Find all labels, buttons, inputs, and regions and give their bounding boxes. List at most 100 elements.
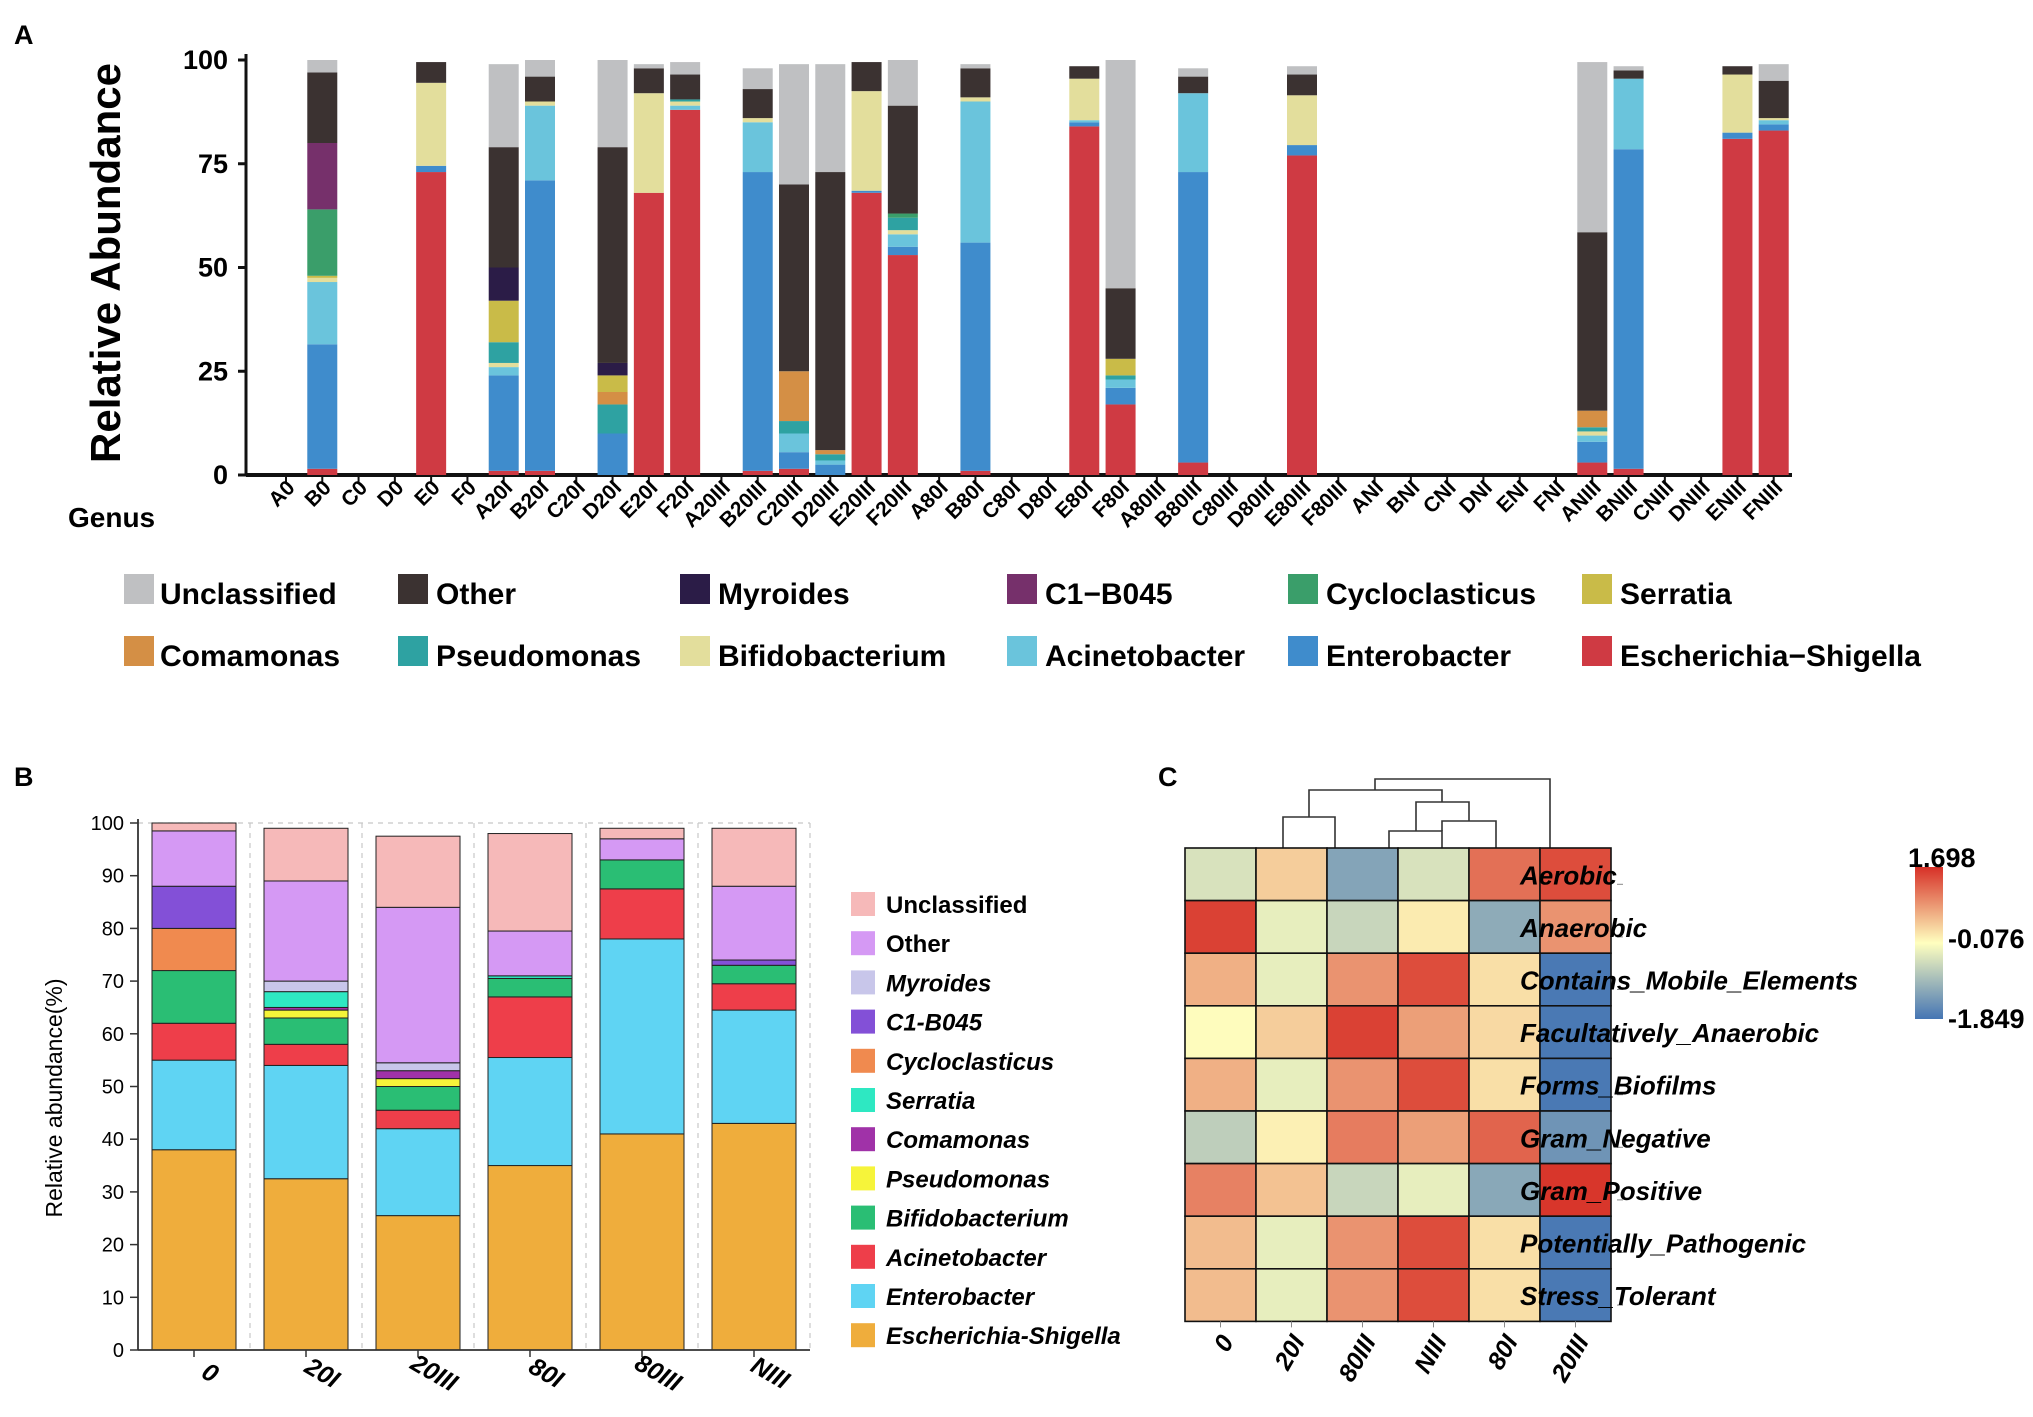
panel-a-x-tick-label: B0 — [301, 476, 336, 511]
panel-b-bar-niii-unclassified — [711, 827, 797, 887]
heatmap-cell-contains-mobile-elements-20i — [1255, 952, 1328, 1007]
panel-c-cells — [1184, 847, 1612, 1323]
panel-a-bar-e20iii-other — [851, 62, 882, 92]
heatmap-cell-gram-positive-0 — [1184, 1162, 1257, 1217]
panel-a-bar-e20iii-escherichia-shigella — [851, 192, 882, 476]
panel-b-bar-80iii-bifidobacterium — [599, 859, 685, 890]
panel-a-bar-b80i-bifidobacterium — [960, 97, 991, 102]
panel-a-bar-b20i-unclassified — [525, 60, 555, 77]
panel-a-bar-e20i-bifidobacterium — [633, 93, 664, 193]
heatmap-cell-stress-tolerant-80i — [1468, 1268, 1541, 1323]
panel-a-bar-d20i-myroides — [597, 362, 628, 376]
panel-b-bar-0-escherichia-shigella — [151, 1149, 237, 1351]
scale-max-label: 1.698 — [1908, 843, 1976, 873]
heatmap-cell-potentially-pathogenic-0 — [1184, 1215, 1257, 1270]
panel-a-legend-swatch-enterobacter — [1288, 636, 1318, 666]
panel-a-bar-d20i-other — [597, 147, 628, 363]
panel-a-bar-f20i-pseudomonas — [670, 99, 701, 102]
panel-b-legend-label-pseudomonas: Pseudomonas — [886, 1166, 1050, 1193]
panel-c-letter: C — [1158, 762, 1178, 792]
panel-a-bar-b20i-enterobacter — [525, 180, 555, 471]
panel-a-bar-b20iii-unclassified — [742, 68, 773, 90]
panel-b-bar-80i-bifidobacterium — [487, 977, 573, 998]
panel-a-bar-bniii-other — [1613, 70, 1644, 79]
panel-a-bar-d20i-enterobacter — [597, 433, 628, 475]
panel-b-bar-0-cycloclasticus — [151, 927, 237, 972]
panel-a-legend-label-bifidobacterium: Bifidobacterium — [718, 640, 946, 673]
heatmap-cell-potentially-pathogenic-80iii — [1326, 1215, 1399, 1270]
panel-b-y-tick-label: 80 — [102, 918, 124, 940]
panel-a-bar-c20iii-escherichia-shigella — [779, 468, 809, 475]
panel-a-bar-b0-c1-b045 — [307, 143, 338, 210]
panel-a-bar-d20i-unclassified — [597, 60, 628, 148]
panel-a-x-tick-label: D80I — [1014, 476, 1062, 524]
panel-a-bar-d20i-comamonas — [597, 392, 628, 405]
panel-a-bar-f80i-unclassified — [1105, 60, 1136, 289]
panel-a-x-tick-label: E20I — [616, 476, 663, 523]
panel-b-x-tick-label: 20I — [299, 1352, 345, 1395]
heatmap-col-label-20i: 20I — [1269, 1329, 1312, 1375]
panel-a-x-tick-label: BNI — [1383, 476, 1425, 518]
panel-a-legend-label-c1-b045: C1−B045 — [1045, 578, 1173, 611]
panel-a-legend-swatch-pseudomonas — [398, 636, 428, 666]
heatmap-cell-aerobic-80i — [1468, 847, 1541, 902]
panel-a-x-tick-label: A0 — [264, 476, 299, 511]
panel-b-legend-swatch-cycloclasticus — [851, 1048, 875, 1073]
panel-a-legend-swatch-other — [398, 574, 428, 604]
panel-b-bar-20iii-bifidobacterium — [375, 1086, 461, 1111]
panel-c-dendrogram — [1282, 778, 1551, 848]
panel-a-bar-bniii-unclassified — [1613, 66, 1644, 71]
panel-a-bar-d20iii-enterobacter — [815, 464, 846, 475]
panel-a-bar-e20i-escherichia-shigella — [633, 192, 664, 476]
panel-a-bar-f20i-other — [670, 74, 701, 100]
panel-b-x-tick-label: 80I — [524, 1352, 569, 1394]
heatmap-row-label-anaerobic: Anaerobic — [1519, 913, 1648, 943]
panel-a-bar-e80i-acinetobacter — [1069, 120, 1100, 123]
heatmap-col-label-0: 0 — [1208, 1330, 1239, 1356]
panel-b-x-tick-label: 0 — [197, 1357, 223, 1388]
panel-a-legend-swatch-comamonas — [124, 636, 154, 666]
panel-b-bar-niii-bifidobacterium — [711, 964, 797, 985]
panel-a-bar-b0-acinetobacter — [307, 282, 338, 345]
panel-a-bar-f80i-escherichia-shigella — [1105, 404, 1136, 475]
panel-b-y-tick-label: 30 — [102, 1182, 124, 1204]
panel-a-bar-f20i-unclassified — [670, 62, 701, 75]
heatmap-cell-potentially-pathogenic-niii — [1397, 1215, 1470, 1270]
heatmap-cell-gram-positive-80iii — [1326, 1162, 1399, 1217]
heatmap-cell-gram-positive-80i — [1468, 1162, 1541, 1217]
panel-b-legend-swatch-acinetobacter — [851, 1244, 875, 1269]
panel-b-y-tick-label: 100 — [91, 813, 124, 835]
panel-a-bar-f20iii-pseudomonas — [887, 217, 918, 231]
panel-b-legend-label-other: Other — [886, 931, 950, 958]
heatmap-cell-aerobic-20i — [1255, 847, 1328, 902]
panel-b-bar-80i-other — [487, 930, 573, 977]
panel-a-bar-fniii-enterobacter — [1758, 124, 1789, 131]
heatmap-row-label-gram-positive: Gram_Positive — [1520, 1176, 1702, 1206]
panel-a-bar-eniii-escherichia-shigella — [1722, 138, 1753, 475]
panel-a-x-tick-label: D20I — [578, 476, 626, 524]
panel-b-bar-20i-other — [263, 880, 349, 982]
panel-a-bar-b0-cycloclasticus — [307, 209, 338, 276]
panel-a-legend-label-cycloclasticus: Cycloclasticus — [1326, 578, 1536, 611]
panel-a-bar-b80i-escherichia-shigella — [960, 470, 991, 475]
panel-a-bar-a20i-escherichia-shigella — [488, 470, 519, 475]
heatmap-cell-gram-negative-80iii — [1326, 1110, 1399, 1165]
panel-a-bar-b0-enterobacter — [307, 344, 338, 469]
panel-a-bar-b20iii-bifidobacterium — [742, 118, 773, 123]
panel-a-bar-f20iii-acinetobacter — [887, 234, 918, 247]
panel-b-y-tick-label: 90 — [102, 866, 124, 888]
panel-b-bar-80iii-escherichia-shigella — [599, 1133, 685, 1351]
panel-b-legend-swatch-myroides — [851, 970, 875, 995]
panel-b-bar-20iii-acinetobacter — [375, 1109, 461, 1130]
panel-a-bar-e20iii-enterobacter — [851, 190, 882, 193]
panel-a-bar-d20iii-pseudomonas — [815, 454, 846, 461]
panel-b-y-tick-label: 70 — [102, 971, 124, 993]
heatmap-row-label-stress-tolerant: Stress_Tolerant — [1520, 1281, 1717, 1311]
panel-a-bar-bniii-escherichia-shigella — [1613, 468, 1644, 475]
heatmap-cell-contains-mobile-elements-20iii — [1539, 952, 1612, 1007]
panel-a-y-tick-label: 75 — [198, 149, 228, 179]
panel-a-bar-b80i-enterobacter — [960, 242, 991, 471]
panel-b-bar-80i-escherichia-shigella — [487, 1165, 573, 1351]
panel-b-legend-swatch-escherichia-shigella — [851, 1323, 875, 1348]
panel-a-legend-swatch-c1-b045 — [1007, 574, 1037, 604]
